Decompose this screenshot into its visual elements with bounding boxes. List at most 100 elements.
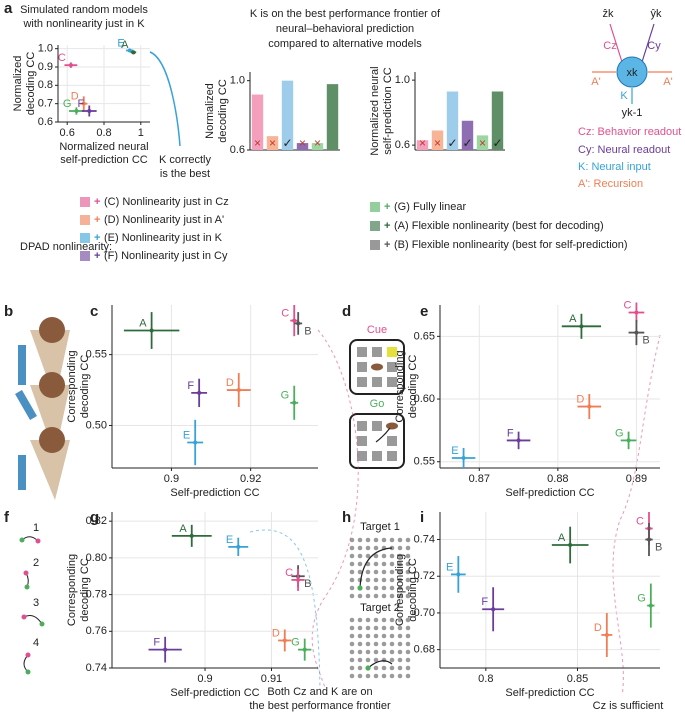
y-axis-label: decoding CC <box>25 52 37 116</box>
y-tick-label: 0.55 <box>414 456 435 468</box>
diagram-legend: Cz: Behavior readout <box>578 126 681 138</box>
grid-dot <box>381 673 387 679</box>
grid-dot <box>405 553 411 559</box>
point-label: G <box>637 593 646 605</box>
bar <box>461 120 474 150</box>
y-axis-label: Corresponding <box>394 350 406 422</box>
grid-dot <box>405 641 411 647</box>
grid-dot <box>373 625 379 631</box>
point-label: C <box>636 515 644 527</box>
legend-text: (D) Nonlinearity just in A' <box>104 214 224 226</box>
legend-text: (B) Flexible nonlinearity (best for self… <box>394 239 628 251</box>
legend-swatch <box>370 240 380 250</box>
y-tick-label: 0.6 <box>230 144 245 156</box>
y-tick-label: 0.74 <box>86 662 107 674</box>
point <box>296 577 301 582</box>
point <box>131 50 136 55</box>
grid-dot <box>357 673 363 679</box>
x-axis-label: Self-prediction CC <box>505 487 594 499</box>
y-axis-label: Corresponding <box>66 350 78 422</box>
point-label: C <box>623 299 631 311</box>
grid-dot <box>405 673 411 679</box>
step-label: 4 <box>33 637 39 649</box>
legend-marker: + <box>94 214 100 226</box>
grid-dot <box>397 561 403 567</box>
grid-dot <box>349 561 355 567</box>
start-dot <box>365 665 371 671</box>
point-label: F <box>78 98 85 110</box>
x-axis-label: Self-prediction CC <box>505 687 594 699</box>
grid-dot <box>373 641 379 647</box>
grid-dot <box>357 593 363 599</box>
x-tick-label: 0.6 <box>60 127 75 139</box>
y-tick-label: 0.50 <box>86 419 107 431</box>
x-tick-label: 0.8 <box>96 127 111 139</box>
bar <box>491 91 504 150</box>
grid-dot <box>397 553 403 559</box>
grid-dot <box>365 641 371 647</box>
grid-dot <box>381 569 387 575</box>
grid-dot <box>389 537 395 543</box>
legend-marker: + <box>94 250 100 262</box>
point <box>189 533 194 538</box>
grid-dot <box>405 649 411 655</box>
panel-label: d <box>342 303 351 320</box>
bar <box>416 140 429 150</box>
connector <box>249 529 321 691</box>
go-label: Go <box>370 398 385 410</box>
point-label: G <box>281 390 290 402</box>
bar-marker: × <box>434 136 441 150</box>
grid-dot <box>397 649 403 655</box>
y-tick-label: 0.70 <box>414 607 435 619</box>
point-label: E <box>226 534 233 546</box>
grid-dot <box>389 553 395 559</box>
model-diagram: ẑk ŷk Cz Cy xk A' A' K yk-1 Cz: Behavior… <box>578 8 681 190</box>
y-tick-label: 0.74 <box>414 533 435 545</box>
header: K is on the best performance frontier of <box>250 8 441 20</box>
bar <box>251 94 264 150</box>
point <box>647 537 651 542</box>
point-label: B <box>655 541 662 553</box>
annotation: Cz is sufficient <box>593 700 664 712</box>
bar <box>281 80 294 150</box>
point <box>296 321 301 326</box>
point-label: D <box>226 377 234 389</box>
bar-marker: × <box>269 136 276 150</box>
grid-dot <box>365 569 371 575</box>
grid-dot <box>373 577 379 583</box>
y-axis-label: decoding CC <box>407 355 419 419</box>
grid-dot <box>397 673 403 679</box>
legend-marker: + <box>94 232 100 244</box>
point-label: A <box>121 39 129 51</box>
grid-dot <box>349 641 355 647</box>
point-label: B <box>642 334 649 346</box>
grid-dot <box>381 537 387 543</box>
bar-marker: ✓ <box>282 136 292 150</box>
grid-dot <box>373 665 379 671</box>
grid-dot <box>389 593 395 599</box>
grid-dot <box>373 617 379 623</box>
grid-dot <box>405 665 411 671</box>
grid-dot <box>357 553 363 559</box>
diagram-label: A' <box>591 76 600 88</box>
y-tick-label: 0.6 <box>38 116 53 128</box>
annotation: K correctly <box>159 154 211 166</box>
y-tick-label: 0.76 <box>86 625 107 637</box>
point-label: A <box>139 317 147 329</box>
y-tick-label: 0.8 <box>38 79 53 91</box>
point-label: G <box>63 98 72 110</box>
grid-dot <box>405 657 411 663</box>
grid-dot <box>373 545 379 551</box>
point-label: C <box>281 307 289 319</box>
grid-dot <box>389 561 395 567</box>
point-label: F <box>187 380 194 392</box>
y-tick-label: 1.0 <box>395 74 410 86</box>
point-label: F <box>153 637 160 649</box>
legend-marker: + <box>94 196 100 208</box>
grid-dot <box>405 625 411 631</box>
grid-dot <box>373 561 379 567</box>
grid-dot <box>389 649 395 655</box>
target-label: Target 1 <box>360 521 400 533</box>
grid-dot <box>397 633 403 639</box>
